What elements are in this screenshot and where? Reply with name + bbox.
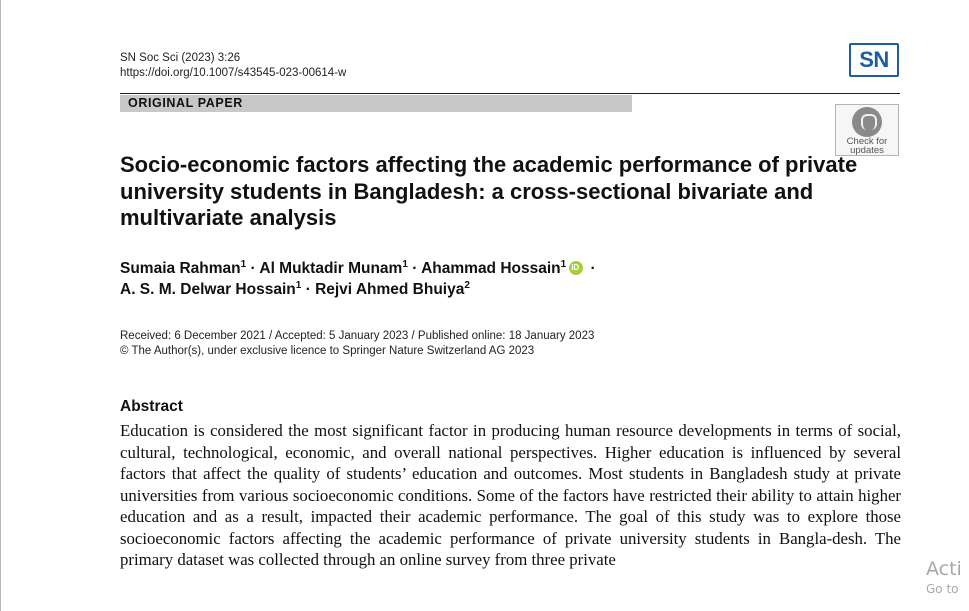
author-affiliation: 1 xyxy=(560,259,567,270)
check-updates-line2: updates xyxy=(850,145,884,156)
activate-windows-watermark: Acti Go to xyxy=(926,557,969,597)
abstract-heading: Abstract xyxy=(120,398,183,415)
author-affiliation: 2 xyxy=(464,280,470,291)
header-rule xyxy=(120,93,900,94)
author-separator: · xyxy=(586,260,596,277)
author-name[interactable]: Rejvi Ahmed Bhuiya xyxy=(315,281,465,298)
author-name[interactable]: Ahammad Hossain xyxy=(421,260,561,277)
doi-link[interactable]: https://doi.org/10.1007/s43545-023-00614… xyxy=(120,67,347,79)
watermark-line1: Acti xyxy=(926,558,962,580)
author-name[interactable]: Sumaia Rahman xyxy=(120,260,241,277)
copyright-line: © The Author(s), under exclusive licence… xyxy=(120,345,535,357)
publication-history: Received: 6 December 2021 / Accepted: 5 … xyxy=(120,329,594,359)
abstract-text: Education is considered the most signifi… xyxy=(120,421,901,569)
sn-logo: SN xyxy=(849,43,899,77)
author-separator: · xyxy=(246,260,260,277)
journal-citation: SN Soc Sci (2023) 3:26 xyxy=(120,52,241,64)
author-name[interactable]: Al Muktadir Munam xyxy=(259,260,403,277)
journal-reference: SN Soc Sci (2023) 3:26 https://doi.org/1… xyxy=(120,51,346,81)
author-affiliation: 1 xyxy=(402,259,408,270)
check-for-updates-badge[interactable]: Check for updates xyxy=(835,104,899,156)
check-updates-line1: Check for xyxy=(846,136,888,147)
author-separator: · xyxy=(301,281,316,298)
page-left-edge xyxy=(0,0,1,611)
orcid-icon[interactable] xyxy=(569,261,584,275)
paper-type-banner: ORIGINAL PAPER xyxy=(120,95,632,112)
author-affiliation: 1 xyxy=(295,280,302,291)
paper-title: Socio-economic factors affecting the aca… xyxy=(120,152,858,230)
author-name[interactable]: A. S. M. Delwar Hossain xyxy=(120,281,296,298)
author-separator: · xyxy=(407,260,422,277)
author-list: Sumaia Rahman1 · Al Muktadir Munam1 · Ah… xyxy=(120,258,820,300)
author-affiliation: 1 xyxy=(240,259,247,270)
watermark-line2: Go to xyxy=(926,582,959,596)
crossmark-icon xyxy=(852,107,882,137)
dates-line: Received: 6 December 2021 / Accepted: 5 … xyxy=(120,330,595,342)
